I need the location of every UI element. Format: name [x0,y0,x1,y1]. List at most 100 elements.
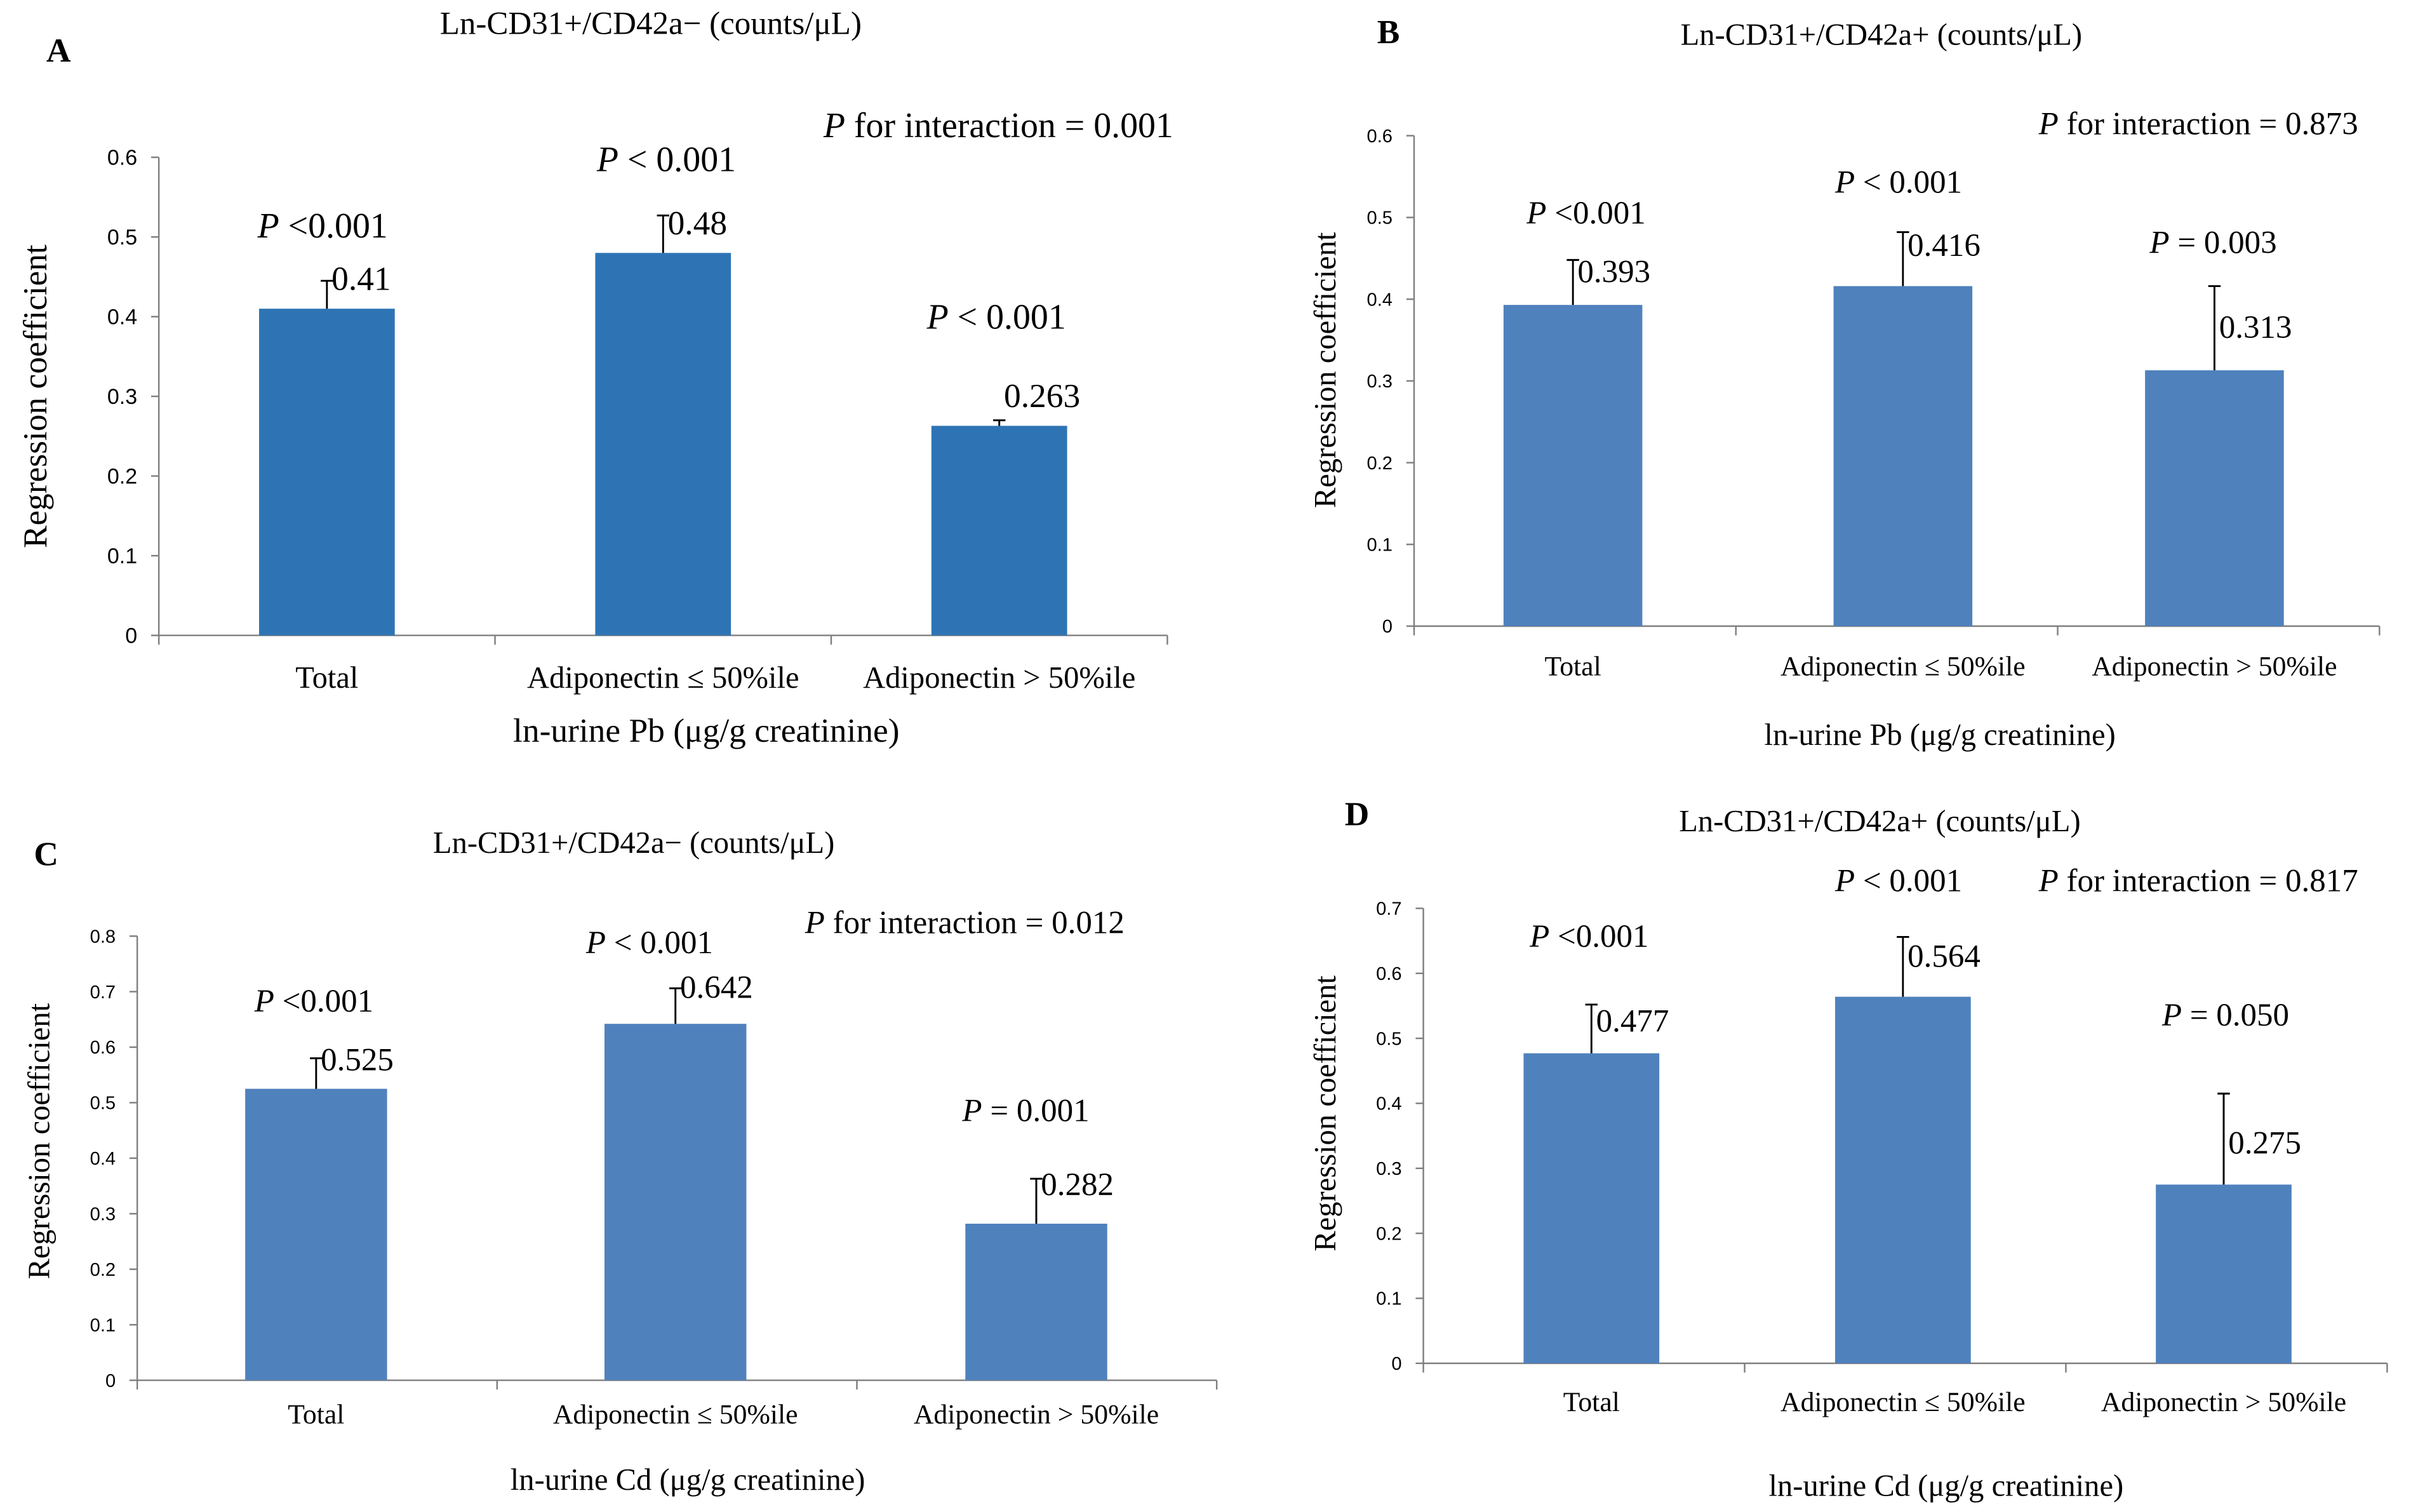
y-tick-label: 0 [1382,617,1393,637]
y-tick-label: 0.5 [1376,1029,1402,1049]
y-tick-label: 0.1 [1367,535,1393,555]
bar [965,1224,1107,1381]
y-tick-label: 0.2 [107,465,137,489]
y-tick-label: 0.1 [1376,1289,1402,1309]
y-tick-label: 0.4 [90,1149,116,1169]
p-value-label: P <0.001 [257,206,388,246]
y-axis-label: Regression coefficient [22,1003,57,1279]
bar [1833,286,1973,626]
interaction-label: P for interaction = 0.817 [2038,864,2358,899]
p-value-text: = 0.001 [982,1094,1090,1129]
bar [259,309,395,636]
y-tick-label: 0.2 [1376,1224,1402,1244]
y-tick-label: 0 [105,1371,116,1391]
p-symbol: P [1834,165,1855,201]
p-value-text: <0.001 [279,206,388,246]
data-label: 0.275 [2228,1126,2301,1161]
y-tick-label: 0.2 [90,1260,116,1280]
y-tick-label: 0.6 [90,1038,116,1058]
p-symbol: P [2161,998,2182,1033]
p-value-text: < 0.001 [606,925,713,961]
interaction-text: for interaction = 0.817 [2059,864,2358,899]
panel-c: C Ln-CD31+/CD42a− (counts/μL) P for intera… [22,826,1218,1497]
p-value-label: P <0.001 [1526,196,1645,231]
y-axis-label: Regression coefficient [1308,232,1342,508]
p-value-text: = 0.050 [2182,998,2289,1033]
p-symbol: P [961,1094,982,1129]
p-symbol: P [254,984,274,1019]
x-tick-label: Adiponectin > 50%ile [914,1400,1159,1430]
y-tick-label: 0 [1391,1354,1401,1374]
y-tick-label: 0.6 [1376,964,1402,984]
y-tick-label: 0.5 [90,1094,116,1114]
chart-title: Ln-CD31+/CD42a+ (counts/μL) [1679,804,2080,838]
y-tick-label: 0.4 [1367,290,1393,310]
data-label: 0.41 [331,260,391,298]
panel-letter: C [34,834,58,873]
panel-a: A Ln-CD31+/CD42a− (counts/μL) P for intera… [16,6,1173,749]
bar [245,1088,387,1381]
y-axis-label: Regression coefficient [16,244,54,548]
p-value-text: < 0.001 [1855,165,1962,201]
p-value-label: P < 0.001 [1834,165,1962,201]
y-tick-label: 0.4 [1376,1094,1402,1114]
p-value-label: P < 0.001 [1834,864,1962,899]
x-tick-label: Total [1545,652,1601,682]
bar [1835,996,1971,1363]
p-value-label: P < 0.001 [596,140,736,180]
bar [595,253,731,636]
figure-root: A Ln-CD31+/CD42a− (counts/μL) P for intera… [16,6,2388,1503]
y-tick-label: 0.8 [90,927,116,947]
x-tick-label: Total [295,660,358,695]
x-tick-label: Adiponectin ≤ 50%ile [553,1400,798,1430]
x-axis-label: ln-urine Cd (μg/g creatinine) [1769,1469,2124,1503]
bar [604,1024,747,1381]
p-value-text: < 0.001 [949,297,1066,337]
p-symbol: P [585,925,606,961]
data-label: 0.564 [1907,939,1980,975]
p-symbol: P [257,206,279,246]
p-value-text: <0.001 [1546,196,1645,231]
y-tick-label: 0.3 [107,385,137,409]
data-label: 0.416 [1907,228,1980,264]
x-axis-label: ln-urine Pb (μg/g creatinine) [1764,718,2115,752]
x-tick-label: Total [1563,1387,1620,1417]
p-value-label: P = 0.003 [2149,225,2276,260]
panel-b: B Ln-CD31+/CD42a+ (counts/μL) P for intera… [1308,13,2381,752]
y-tick-label: 0.6 [1367,126,1393,147]
interaction-label: P for interaction = 0.012 [805,905,1125,940]
y-tick-label: 0.3 [90,1204,116,1224]
p-value-label: P <0.001 [1529,919,1648,954]
data-label: 0.263 [1004,377,1080,415]
x-axis-label: ln-urine Pb (μg/g creatinine) [513,711,900,749]
p-value-label: P = 0.050 [2161,998,2289,1033]
chart-title: Ln-CD31+/CD42a− (counts/μL) [433,826,834,860]
interaction-p: P [2038,106,2059,142]
y-tick-label: 0.7 [90,982,116,1003]
p-value-text: < 0.001 [1855,864,1962,899]
data-label: 0.48 [668,204,727,242]
bar [931,425,1067,636]
panel-letter: B [1377,13,1400,51]
p-value-label: P <0.001 [254,984,373,1019]
x-tick-label: Adiponectin ≤ 50%ile [1780,1387,2026,1417]
chart-title: Ln-CD31+/CD42a− (counts/μL) [440,6,862,41]
p-symbol: P [926,297,949,337]
p-value-label: P = 0.001 [961,1094,1089,1129]
panel-letter: D [1345,794,1370,833]
x-tick-label: Total [288,1400,344,1430]
p-value-text: < 0.001 [618,140,736,180]
y-tick-label: 0.5 [1367,208,1393,229]
p-symbol: P [1529,919,1549,954]
y-tick-label: 0.3 [1367,371,1393,392]
p-symbol: P [2149,225,2169,260]
bar [1523,1053,1660,1363]
y-axis-label: Regression coefficient [1308,975,1342,1252]
x-tick-label: Adiponectin > 50%ile [2092,652,2337,682]
y-tick-label: 0.2 [1367,453,1393,474]
data-label: 0.282 [1041,1167,1114,1203]
bar [1503,305,1643,626]
y-tick-label: 0.1 [107,544,137,568]
data-label: 0.477 [1596,1004,1669,1040]
